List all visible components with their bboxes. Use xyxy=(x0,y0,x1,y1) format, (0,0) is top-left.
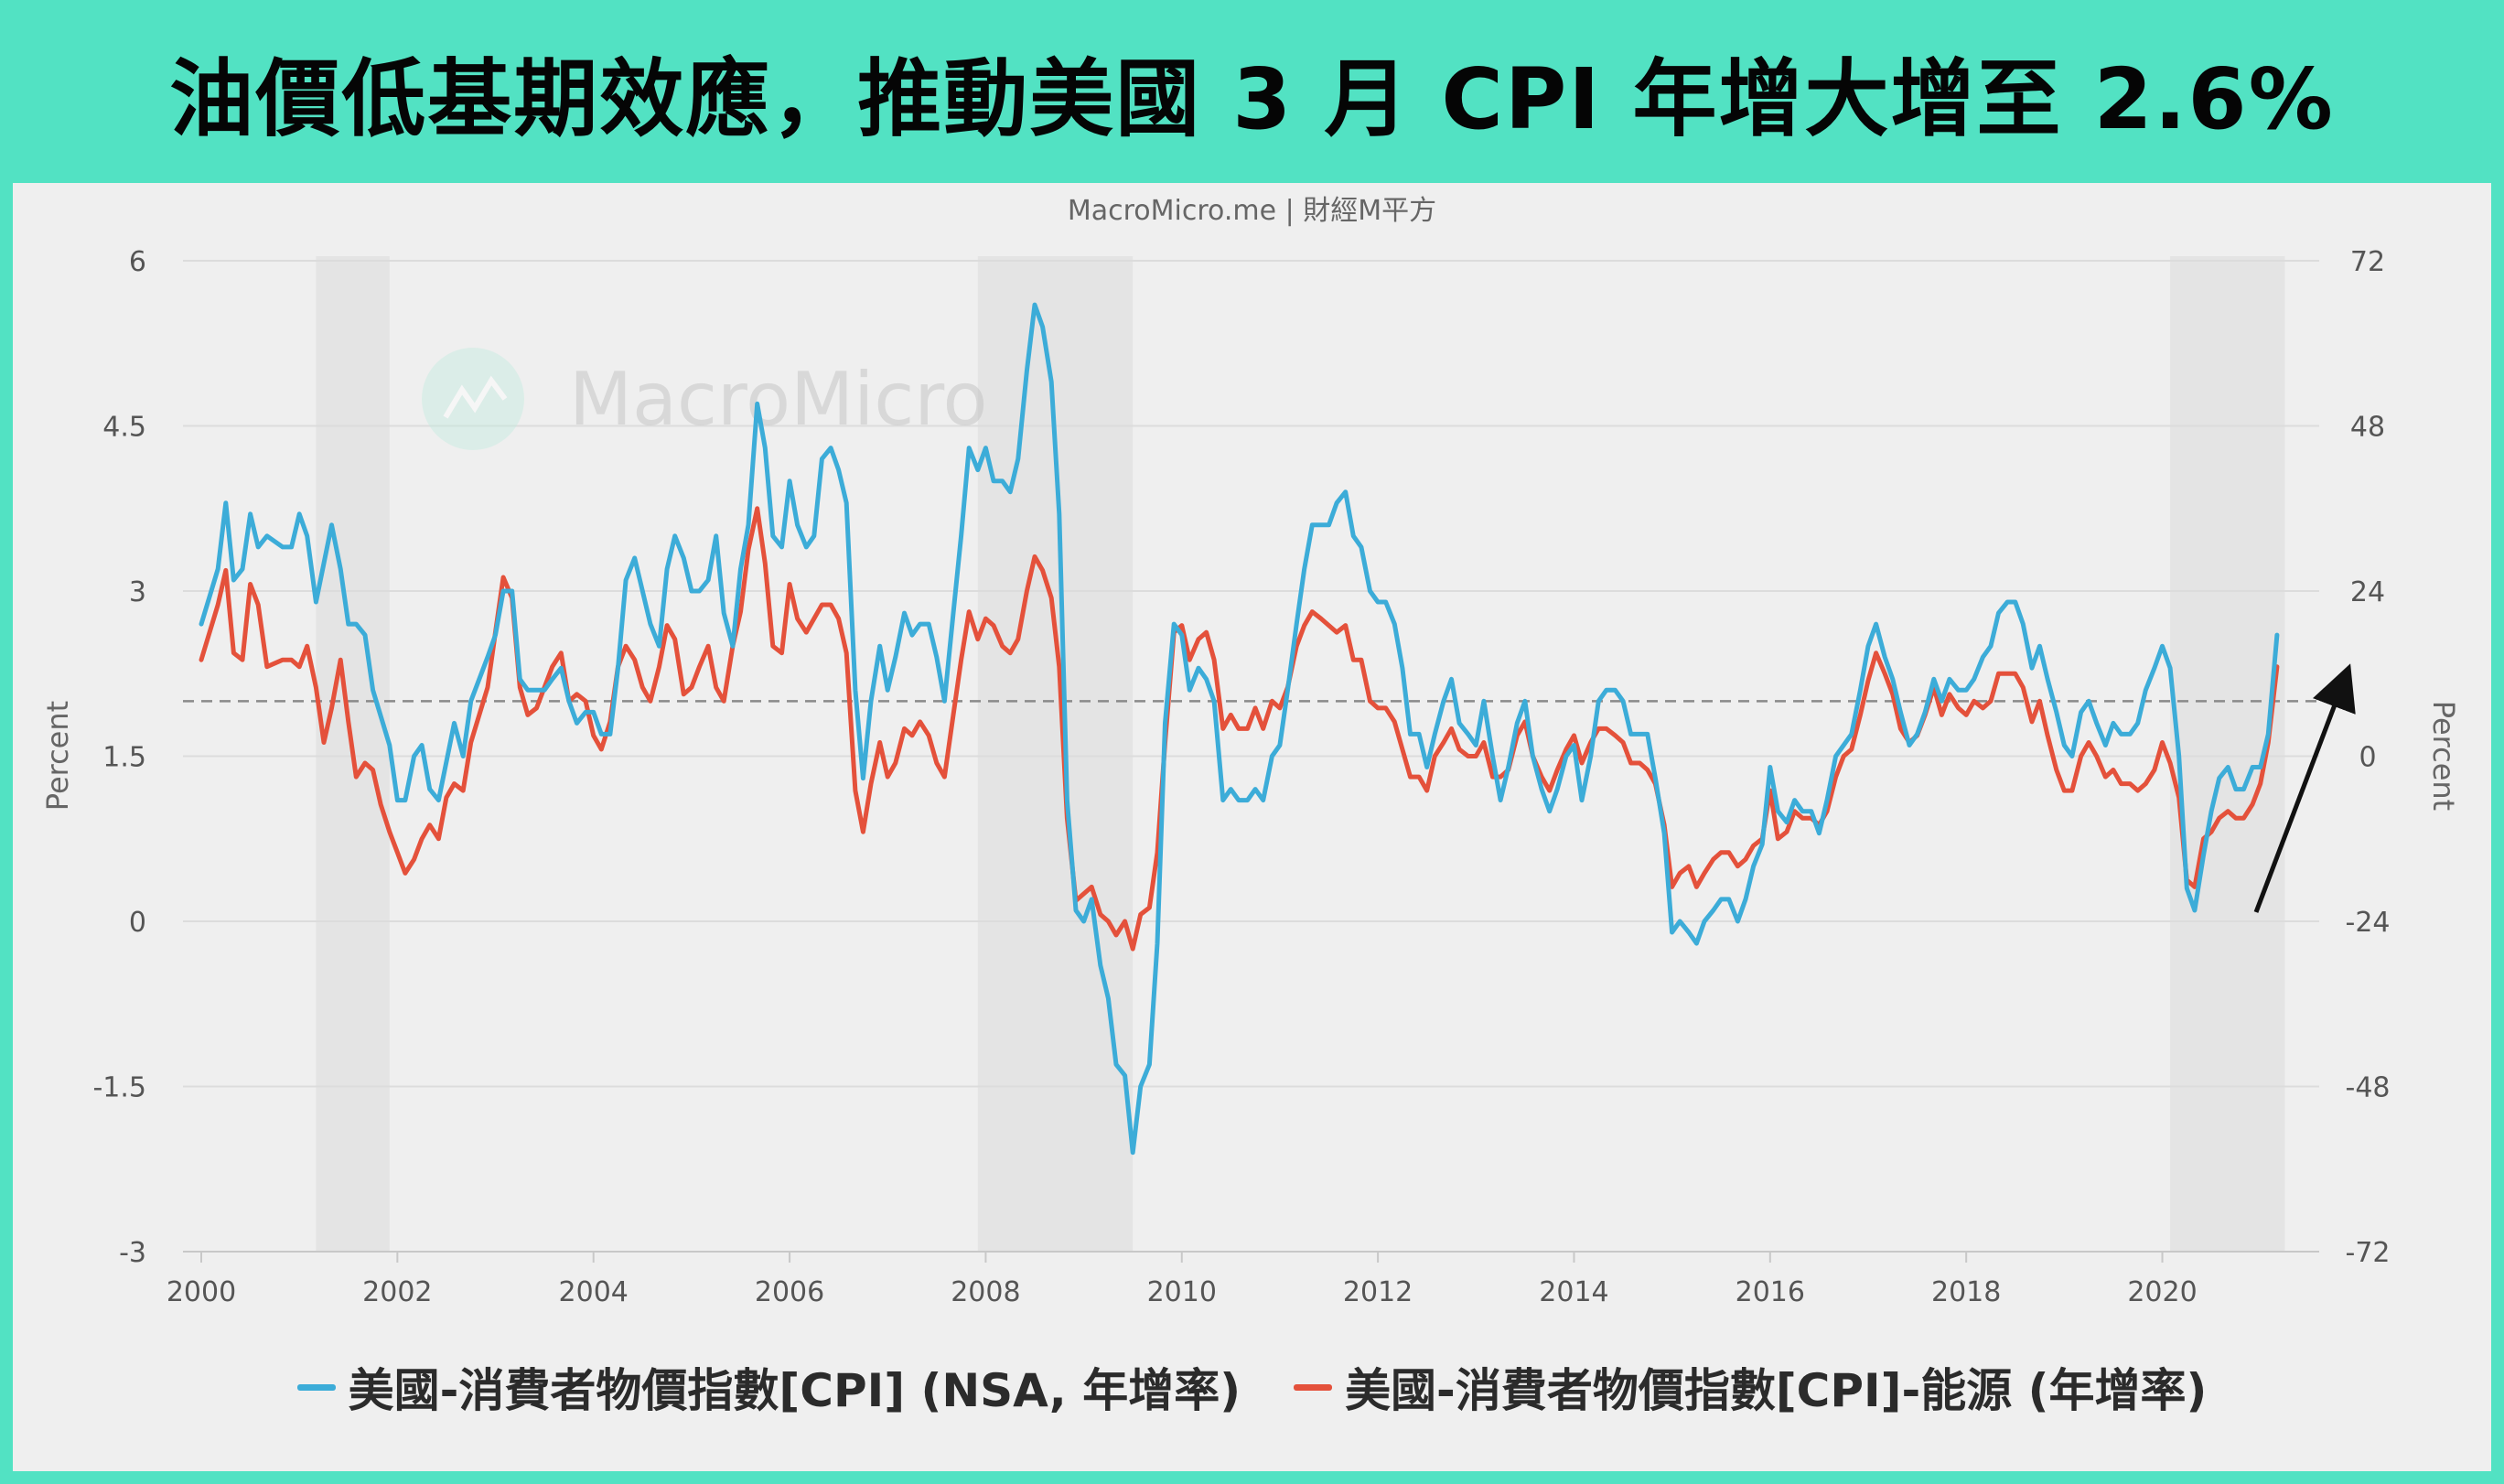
y-left-tick-label: 1.5 xyxy=(102,742,146,774)
legend-label-cpi: 美國-消費者物價指數[CPI] (NSA, 年增率) xyxy=(348,1364,1241,1417)
chart-panel xyxy=(13,183,2491,1471)
y-right-tick-label: -24 xyxy=(2346,907,2391,939)
watermark-text: MacroMicro xyxy=(569,357,987,442)
y-left-tick-label: -3 xyxy=(119,1237,146,1269)
y-left-tick-label: 6 xyxy=(129,246,146,278)
legend-swatch-energy xyxy=(1294,1383,1333,1391)
x-tick-label: 2014 xyxy=(1539,1276,1608,1308)
x-tick-label: 2020 xyxy=(2127,1276,2197,1308)
watermark-logo-icon xyxy=(422,348,524,450)
x-tick-label: 2004 xyxy=(559,1276,629,1308)
watermark-chart-icon xyxy=(443,375,508,419)
y-right-tick-label: 24 xyxy=(2350,576,2385,608)
series-line-energy xyxy=(199,506,2280,952)
page-title: 油價低基期效應，推動美國 3 月 CPI 年增大增至 2.6% xyxy=(169,49,2335,148)
y-right-axis-label: Percent xyxy=(2426,701,2461,811)
x-tick-label: 2000 xyxy=(167,1276,236,1308)
y-right-tick-label: -72 xyxy=(2346,1237,2391,1269)
y-right-tick-label: 72 xyxy=(2350,246,2385,278)
y-right-tick-label: -48 xyxy=(2346,1072,2391,1104)
x-tick-label: 2012 xyxy=(1343,1276,1413,1308)
y-right-tick-label: 0 xyxy=(2359,742,2376,774)
y-left-tick-label: 3 xyxy=(129,576,146,608)
x-tick-label: 2008 xyxy=(951,1276,1020,1308)
recession-band xyxy=(977,256,1134,1252)
annotation-arrow xyxy=(2253,663,2356,913)
banner: 油價低基期效應，推動美國 3 月 CPI 年增大增至 2.6% xyxy=(0,0,2504,183)
x-tick-label: 2006 xyxy=(755,1276,824,1308)
y-left-axis-label: Percent xyxy=(40,701,75,811)
watermark: MacroMicro xyxy=(422,348,987,450)
x-tick-label: 2010 xyxy=(1147,1276,1217,1308)
y-left-tick-label: 0 xyxy=(129,907,146,939)
y-right-tick-label: 48 xyxy=(2350,412,2385,444)
series-line-cpi xyxy=(199,302,2280,1156)
x-tick-label: 2016 xyxy=(1736,1276,1805,1308)
chart-legend: 美國-消費者物價指數[CPI] (NSA, 年增率) 美國-消費者物價指數[CP… xyxy=(0,1354,2504,1420)
y-left-tick-label: 4.5 xyxy=(102,412,146,444)
legend-swatch-cpi xyxy=(296,1383,336,1391)
x-tick-label: 2002 xyxy=(362,1276,432,1308)
legend-item-cpi[interactable]: 美國-消費者物價指數[CPI] (NSA, 年增率) xyxy=(296,1354,1241,1420)
legend-item-energy[interactable]: 美國-消費者物價指數[CPI]-能源 (年增率) xyxy=(1294,1354,2207,1420)
x-tick-label: 2018 xyxy=(1931,1276,2001,1308)
y-left-tick-label: -1.5 xyxy=(92,1072,146,1104)
chart-source: MacroMicro.me | 財經M平方 xyxy=(1067,195,1437,227)
legend-label-energy: 美國-消費者物價指數[CPI]-能源 (年增率) xyxy=(1345,1364,2208,1417)
